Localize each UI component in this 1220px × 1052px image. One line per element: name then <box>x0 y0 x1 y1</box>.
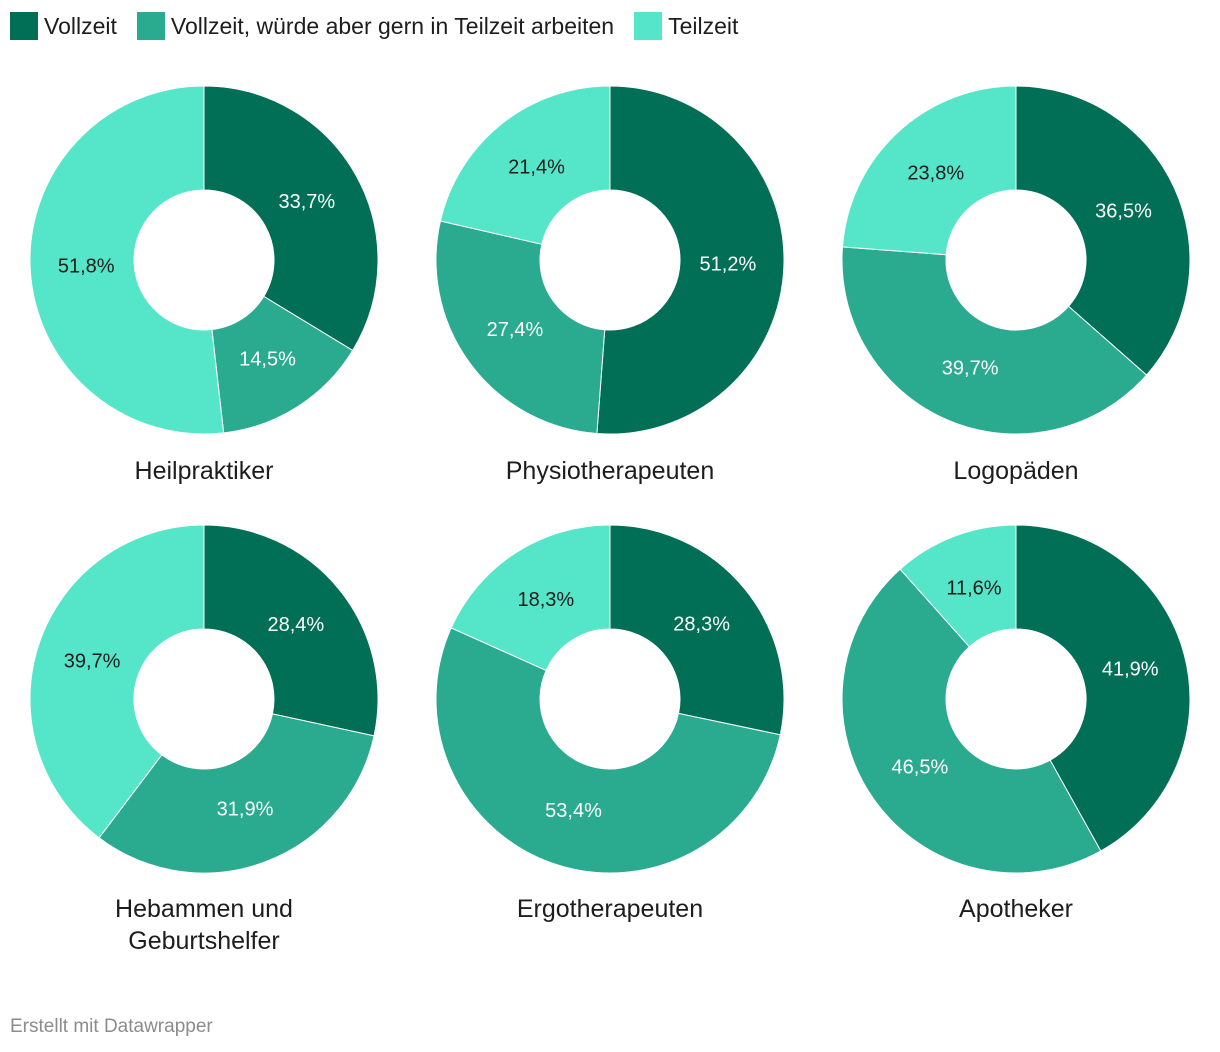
chart-title: Apotheker <box>959 895 1073 923</box>
slice-label: 46,5% <box>892 756 949 778</box>
donut-slice <box>29 524 205 839</box>
slice-label: 39,7% <box>64 650 121 672</box>
slice-label: 51,2% <box>700 253 757 275</box>
legend-item-vollzeit: Vollzeit <box>10 12 117 40</box>
donut-chart: 41,9% 46,5% 11,6% Apotheker <box>841 524 1191 923</box>
chart-title: Physiotherapeuten <box>506 457 714 485</box>
slice-label: 18,3% <box>517 589 574 611</box>
legend-label: Teilzeit <box>668 13 739 39</box>
donut-slice <box>899 524 1017 648</box>
chart-title: Heilpraktiker <box>135 457 274 485</box>
donut-slice <box>841 246 1148 435</box>
donut-slice <box>450 524 611 672</box>
slice-label: 27,4% <box>487 319 544 341</box>
chart-title: Hebammen und <box>115 895 293 923</box>
donut-slice <box>435 627 781 874</box>
slice-label: 14,5% <box>239 348 296 370</box>
donut-slice <box>841 85 1017 256</box>
slice-label: 39,7% <box>942 358 999 380</box>
donut-slice <box>203 85 379 352</box>
slice-label: 11,6% <box>946 578 1001 600</box>
slice-label: 51,8% <box>58 256 115 278</box>
donut-slice <box>29 85 225 435</box>
donut-chart: 28,3% 53,4% 18,3% Ergotherapeuten <box>435 524 785 923</box>
donut-slice <box>1015 85 1191 376</box>
donut-slice <box>609 524 785 736</box>
chart-title: Geburtshelfer <box>128 927 279 955</box>
donut-chart: 51,2% 27,4% 21,4% Physiotherapeuten <box>435 85 785 485</box>
donut-slice <box>435 220 606 435</box>
donut-slice <box>439 85 611 245</box>
donut-slice <box>98 713 375 874</box>
donut-slice <box>841 568 1102 874</box>
donut-slice <box>203 524 379 737</box>
legend-label: Vollzeit, würde aber gern in Teilzeit ar… <box>170 13 615 39</box>
slice-label: 28,4% <box>267 614 324 636</box>
chart-title: Ergotherapeuten <box>517 895 703 923</box>
legend: Vollzeit Vollzeit, würde aber gern in Te… <box>10 12 758 40</box>
slice-label: 41,9% <box>1102 658 1159 680</box>
footer-credit: Erstellt mit Datawrapper <box>10 1016 213 1037</box>
slice-label: 53,4% <box>545 800 602 822</box>
legend-item-teilzeit: Teilzeit <box>634 12 738 40</box>
legend-swatch-vollzeit-teilzeit-wunsch <box>136 12 165 40</box>
legend-swatch-vollzeit <box>10 12 38 40</box>
slice-label: 31,9% <box>217 799 274 821</box>
slice-label: 23,8% <box>907 162 964 184</box>
donut-chart: 33,7% 14,5% 51,8% Heilpraktiker <box>29 85 379 485</box>
slice-label: 28,3% <box>673 614 730 636</box>
slice-label: 36,5% <box>1095 200 1152 222</box>
donut-slice <box>1015 524 1191 852</box>
donut-chart: 28,4% 31,9% 39,7% Hebammen und Geburtshelfer <box>29 524 379 955</box>
legend-item-vollzeit-teilzeit-wunsch: Vollzeit, würde aber gern in Teilzeit ar… <box>136 12 615 40</box>
donut-slice <box>211 295 354 434</box>
donut-slice <box>596 85 785 435</box>
legend-swatch-teilzeit <box>634 12 663 40</box>
donut-chart: 36,5% 39,7% 23,8% Logopäden <box>841 85 1191 485</box>
legend-label: Vollzeit <box>44 13 117 39</box>
slice-label: 21,4% <box>508 157 565 179</box>
slice-label: 33,7% <box>279 191 336 213</box>
chart-title: Logopäden <box>953 457 1078 485</box>
